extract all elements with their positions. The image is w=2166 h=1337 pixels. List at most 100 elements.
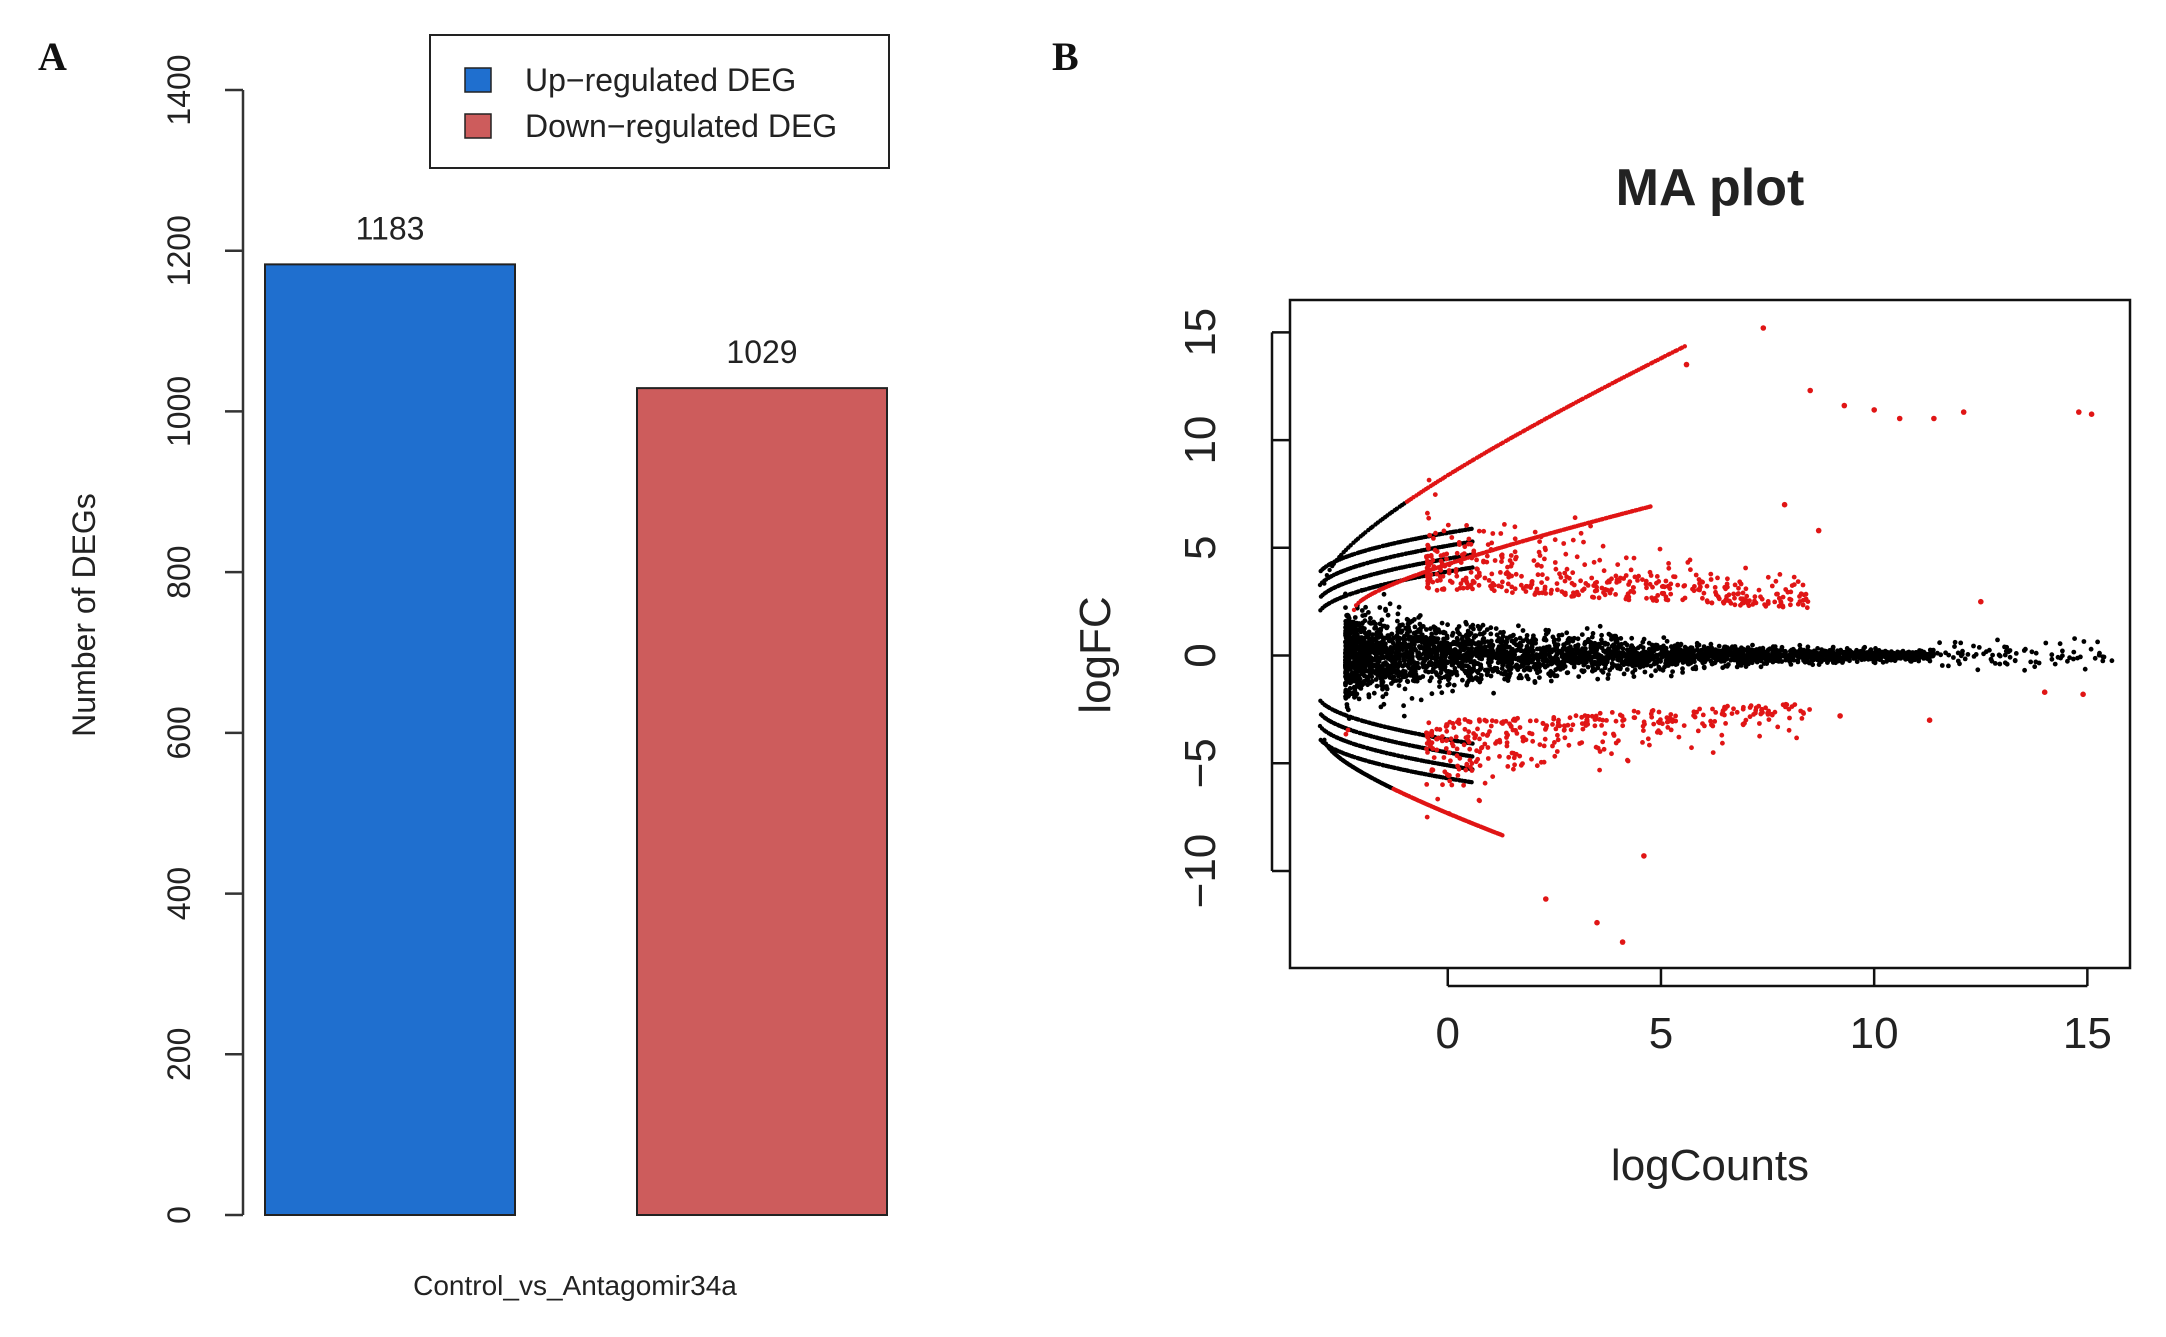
ma-point	[1695, 644, 1700, 649]
legend-swatch	[465, 68, 491, 92]
ma-point	[1893, 652, 1898, 657]
ma-point	[1669, 674, 1674, 679]
ma-point	[1629, 636, 1634, 641]
ma-point	[1521, 663, 1526, 668]
ma-point	[1489, 724, 1494, 729]
ma-point	[1447, 571, 1452, 576]
ma-point	[1614, 741, 1619, 746]
ma-point	[1418, 629, 1423, 634]
ma-point	[1490, 531, 1495, 536]
ma-point	[1997, 653, 2002, 658]
ma-point	[1570, 570, 1575, 575]
ma-point	[1570, 649, 1575, 654]
ma-point	[1455, 627, 1460, 632]
ma-point	[1691, 666, 1696, 671]
ma-point	[2097, 651, 2102, 656]
ma-point	[1390, 665, 1395, 670]
ma-point	[1396, 612, 1401, 617]
ma-point	[1670, 669, 1675, 674]
ma-point	[1447, 779, 1452, 784]
ma-point	[1653, 668, 1658, 673]
ma-point	[1673, 645, 1678, 650]
ma-point	[1442, 755, 1447, 760]
ma-point	[1770, 655, 1775, 660]
ma-point	[1464, 658, 1469, 663]
ma-point	[1360, 670, 1365, 675]
ma-point	[1381, 680, 1386, 685]
ma-point	[1665, 715, 1670, 720]
bar-data-label: 1183	[356, 210, 425, 246]
ma-point	[2071, 650, 2076, 655]
ma-point	[1873, 657, 1878, 662]
ma-point	[1496, 669, 1501, 674]
ma-point	[1657, 710, 1662, 715]
ma-point	[1537, 550, 1542, 555]
ma-point	[1514, 663, 1519, 668]
ma-point	[1579, 531, 1584, 536]
ma-point	[1444, 746, 1449, 751]
ma-point	[1538, 646, 1543, 651]
ma-point	[1456, 656, 1461, 661]
ma-point	[1475, 727, 1480, 732]
ma-point	[1532, 558, 1537, 563]
ma-point	[1459, 560, 1464, 565]
ma-point	[1501, 656, 1506, 661]
ma-point	[1397, 605, 1402, 610]
ma-point	[1447, 562, 1452, 567]
ma-point	[1407, 661, 1412, 666]
ma-point	[1854, 653, 1859, 658]
ma-point	[1576, 657, 1581, 662]
ma-point	[1500, 833, 1504, 837]
ma-point	[1807, 707, 1812, 712]
ma-point	[1830, 646, 1835, 651]
ma-point	[1736, 661, 1741, 666]
ma-point	[1490, 774, 1495, 779]
legend-label: Down−regulated DEG	[525, 108, 837, 144]
ma-point	[1754, 705, 1759, 710]
ma-point	[1496, 584, 1501, 589]
ma-point	[1367, 630, 1372, 635]
ma-point	[1650, 585, 1655, 590]
ma-point	[1664, 646, 1669, 651]
ma-point	[1462, 641, 1467, 646]
ma-point	[1344, 655, 1349, 660]
ma-point	[1464, 523, 1469, 528]
ma-point	[1467, 641, 1472, 646]
ma-point	[1492, 588, 1497, 593]
ma-point	[1827, 658, 1832, 663]
ma-point	[1433, 670, 1438, 675]
ma-point	[1389, 632, 1394, 637]
ma-point	[1609, 751, 1614, 756]
ma-point	[1516, 623, 1521, 628]
ma-point	[1781, 595, 1786, 600]
ma-point	[1440, 621, 1445, 626]
ma-point	[1990, 653, 1995, 658]
ma-point	[1859, 657, 1864, 662]
ma-point	[2032, 664, 2037, 669]
ma-point	[1640, 740, 1645, 745]
ma-point	[1801, 583, 1806, 588]
ma-point	[1959, 653, 1964, 658]
ma-point	[1389, 648, 1394, 653]
ma-point	[1432, 655, 1437, 660]
ma-point	[1357, 646, 1362, 651]
ma-point	[1543, 665, 1548, 670]
ma-point	[1641, 645, 1646, 650]
ma-point	[1796, 602, 1801, 607]
ma-point	[2004, 649, 2009, 654]
ma-point	[1655, 659, 1660, 664]
ma-point	[1382, 667, 1387, 672]
ma-point	[1546, 648, 1551, 653]
ma-point	[2034, 651, 2039, 656]
ma-point	[1518, 636, 1523, 641]
ma-point	[1779, 659, 1784, 664]
ma-point	[1564, 630, 1569, 635]
ma-point	[1514, 637, 1519, 642]
ma-point	[1517, 645, 1522, 650]
ma-point	[1346, 707, 1351, 712]
ma-point	[1395, 649, 1400, 654]
ma-point	[1581, 540, 1586, 545]
ma-point	[1478, 632, 1483, 637]
ma-point	[1725, 664, 1730, 669]
